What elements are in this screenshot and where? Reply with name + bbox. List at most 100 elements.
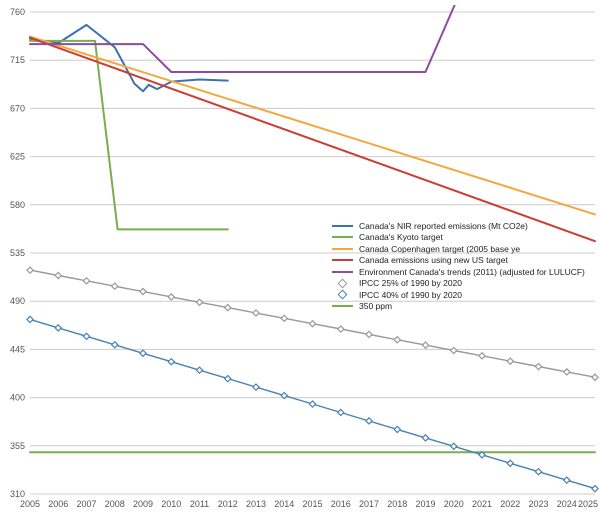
- data-point-marker: [252, 309, 260, 317]
- x-tick-label: 2005: [20, 499, 40, 509]
- data-point-marker: [280, 314, 289, 323]
- y-tick-label: 760: [10, 7, 25, 17]
- data-point-marker: [82, 276, 91, 285]
- x-tick-label: 2017: [359, 499, 379, 509]
- data-point-marker: [308, 319, 317, 328]
- legend-item: Canada's Kyoto target: [330, 232, 585, 244]
- x-tick-label: 2023: [528, 499, 548, 509]
- data-point-marker: [280, 391, 289, 400]
- data-point-marker: [591, 484, 599, 493]
- x-tick-label: 2010: [161, 499, 181, 509]
- y-tick-label: 400: [10, 393, 25, 403]
- data-point-marker: [591, 373, 599, 382]
- legend-diamond-marker-icon: [330, 278, 354, 289]
- legend-label: Canada emissions using new US target: [359, 255, 508, 266]
- data-point-marker: [336, 408, 345, 417]
- x-tick-label: 2015: [302, 499, 322, 509]
- data-point-marker: [365, 417, 373, 425]
- legend-line-swatch-icon: [330, 236, 354, 239]
- y-tick-label: 625: [10, 152, 25, 162]
- data-point-marker: [449, 346, 458, 355]
- data-point-marker: [139, 349, 147, 358]
- legend-item: IPCC 40% of 1990 by 2020: [330, 289, 585, 301]
- legend-line-swatch-icon: [330, 259, 354, 262]
- data-point-marker: [449, 442, 458, 451]
- data-point-marker: [478, 450, 486, 459]
- data-point-marker: [167, 357, 176, 366]
- x-tick-label: 2014: [274, 499, 294, 509]
- x-tick-label: 2007: [76, 499, 96, 509]
- data-point-marker: [421, 341, 430, 350]
- data-point-marker: [308, 400, 317, 408]
- data-point-marker: [26, 266, 34, 275]
- legend-diamond-marker-icon: [330, 289, 354, 300]
- legend-label: Canada's NIR reported emissions (Mt CO2e…: [359, 220, 528, 231]
- data-point-marker: [82, 332, 91, 341]
- data-point-marker: [139, 287, 147, 296]
- x-tick-label: 2020: [444, 499, 464, 509]
- data-point-marker: [534, 362, 543, 371]
- data-point-marker: [562, 476, 571, 485]
- data-point-marker: [223, 303, 232, 312]
- series-group: [26, 5, 599, 493]
- legend-label: Environment Canada's trends (2011) (adju…: [359, 266, 585, 277]
- x-tick-label: 2013: [246, 499, 266, 509]
- x-tick-label: 2021: [472, 499, 492, 509]
- x-tick-label: 2019: [415, 499, 435, 509]
- data-point-marker: [562, 367, 571, 376]
- y-tick-label: 355: [10, 441, 25, 451]
- legend-line-swatch-icon: [330, 305, 354, 308]
- data-point-marker: [54, 271, 63, 280]
- legend-label: Canada Copenhagen target (2005 base ye: [359, 243, 521, 254]
- x-tick-label: 2012: [218, 499, 238, 509]
- data-point-marker: [195, 366, 204, 375]
- y-tick-label: 310: [10, 489, 25, 499]
- series-line: [29, 39, 229, 231]
- legend: Canada's NIR reported emissions (Mt CO2e…: [330, 220, 585, 312]
- data-point-marker: [336, 325, 345, 333]
- series-line: [29, 36, 596, 243]
- x-tick-label: 2009: [133, 499, 153, 509]
- x-tick-label: 2008: [105, 499, 125, 509]
- data-point-marker: [110, 282, 119, 291]
- data-point-marker: [506, 357, 515, 366]
- legend-item: Canada's NIR reported emissions (Mt CO2e…: [330, 220, 585, 232]
- legend-line-swatch-icon: [330, 247, 354, 250]
- y-tick-label: 580: [10, 200, 25, 210]
- data-point-marker: [421, 433, 430, 442]
- legend-line-swatch-icon: [330, 224, 354, 227]
- legend-item: Environment Canada's trends (2011) (adju…: [330, 266, 585, 278]
- data-point-marker: [506, 459, 515, 468]
- data-point-marker: [195, 298, 204, 307]
- series-line: [29, 5, 456, 73]
- data-point-marker: [26, 315, 34, 324]
- data-point-marker: [393, 335, 402, 344]
- x-tick-label: 2025: [578, 499, 598, 509]
- x-tick-label: 2011: [190, 499, 209, 509]
- y-tick-label: 490: [10, 296, 25, 306]
- data-point-marker: [223, 374, 232, 383]
- y-tick-label: 535: [10, 248, 25, 258]
- legend-label: Canada's Kyoto target: [359, 232, 443, 243]
- legend-item: 350 ppm: [330, 301, 585, 313]
- data-point-marker: [534, 467, 543, 476]
- y-tick-label: 445: [10, 344, 25, 354]
- data-point-marker: [167, 292, 176, 301]
- y-tick-label: 715: [10, 55, 25, 65]
- data-point-marker: [110, 340, 119, 349]
- data-point-marker: [393, 425, 402, 434]
- series-line: [29, 23, 229, 93]
- legend-line-swatch-icon: [330, 270, 354, 273]
- data-point-marker: [54, 323, 63, 332]
- legend-item: IPCC 25% of 1990 by 2020: [330, 278, 585, 290]
- x-tick-label: 2018: [387, 499, 407, 509]
- data-point-marker: [365, 330, 373, 339]
- legend-item: Canada Copenhagen target (2005 base ye: [330, 243, 585, 255]
- data-point-marker: [252, 383, 260, 392]
- legend-label: 350 ppm: [359, 301, 393, 312]
- y-tick-label: 670: [10, 103, 25, 113]
- x-tick-label: 2006: [48, 499, 68, 509]
- legend-item: Canada emissions using new US target: [330, 255, 585, 267]
